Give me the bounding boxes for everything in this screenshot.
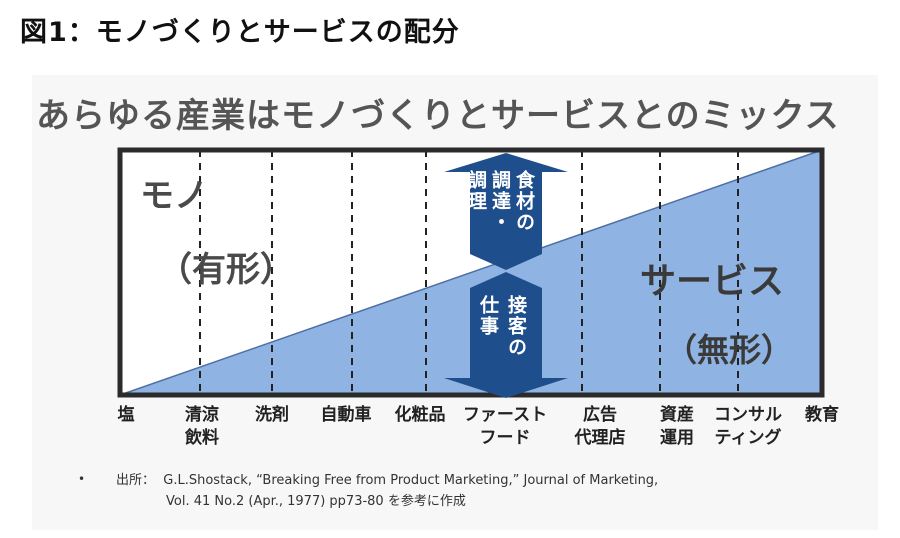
arrow-up-text-1: 食材の [513,170,535,233]
category-label: 化粧品 [394,405,446,425]
mix-diagonal [119,149,823,396]
category-label: 自動車 [320,405,372,425]
figure-title: 図1：モノづくりとサービスの配分 [20,17,460,48]
arrow-down [444,272,568,398]
services-sublabel: （無形） [665,331,794,369]
category-label: コンサル ティング [714,405,782,448]
services-label: サービス [640,261,785,302]
arrow-up-text-2: 調達・ [489,170,511,233]
source-line-1: G.L.Shostack, “Breaking Free from Produc… [163,473,659,488]
goods-label: モノ [140,176,208,216]
category-label: 洗剤 [255,405,289,425]
arrow-down-text-2: 仕事 [477,295,499,337]
category-label: 資産 運用 [660,405,694,448]
source-line-2: Vol. 41 No.2 (Apr., 1977) pp73-80 を参考に作成 [166,494,466,509]
source-bullet: • [78,472,86,486]
diagram-headline: あらゆる産業はモノづくりとサービスとのミックス [36,96,840,136]
source-prefix: 出所： [116,473,156,488]
diagram-frame [117,147,825,398]
category-label: ファースト フード [462,405,548,448]
arrow-down-text-1: 接客の [505,295,527,358]
category-label: 教育 [805,405,839,425]
goods-sublabel: （有形） [158,250,294,290]
arrow-up [444,153,568,270]
category-label: 広告 代理店 [574,405,626,448]
source-citation: 出所： G.L.Shostack, “Breaking Free from Pr… [116,470,658,512]
arrow-up-text-3: 調理 [465,170,487,212]
category-label: 清涼 飲料 [185,405,219,448]
category-label: 塩 [117,405,135,425]
